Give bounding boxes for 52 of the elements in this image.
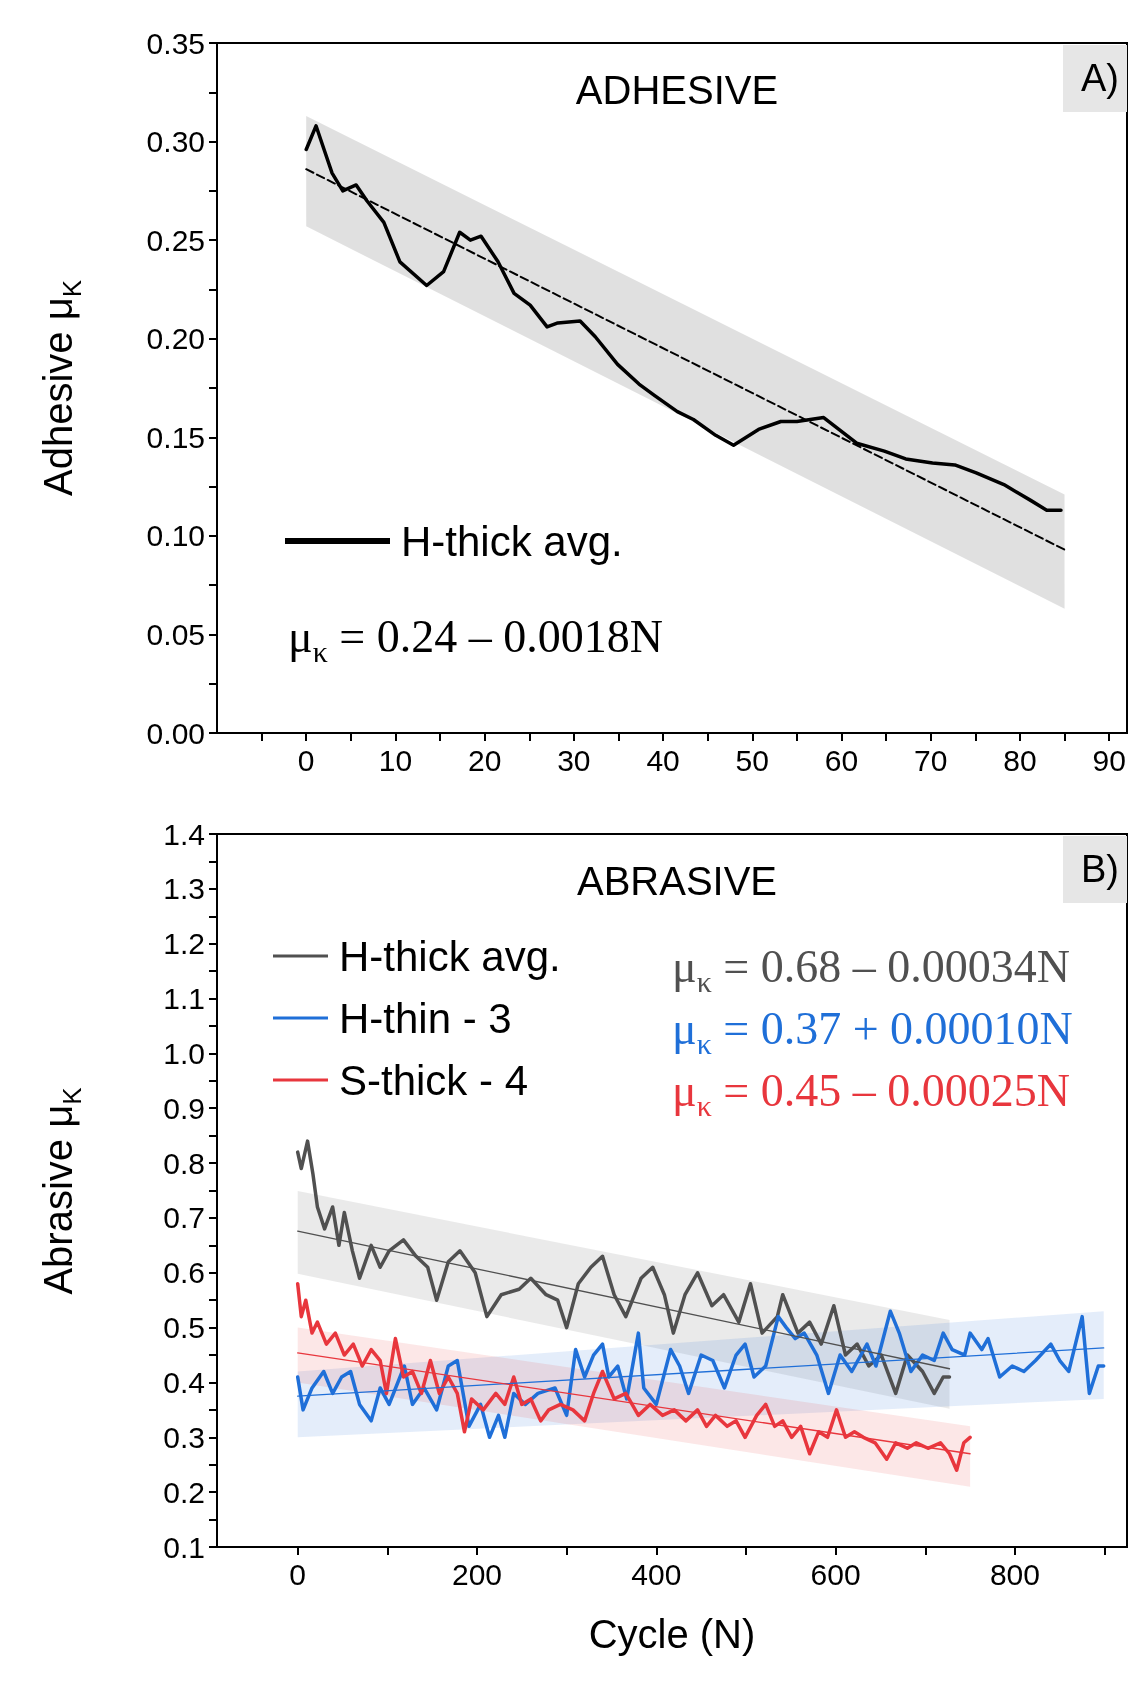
x-tick-label: 40 bbox=[646, 743, 680, 777]
y-tick-label: 0.1 bbox=[163, 1530, 205, 1564]
y-tick-label: 0.6 bbox=[163, 1256, 205, 1290]
x-tick-label: 20 bbox=[467, 743, 502, 777]
y-tick-label: 0.00 bbox=[146, 716, 205, 750]
x-tick-label: 0 bbox=[297, 743, 315, 777]
legend-label: S-thick - 4 bbox=[339, 1056, 529, 1104]
x-tick-label: 0 bbox=[289, 1557, 307, 1591]
annotation: A) bbox=[1063, 45, 1127, 112]
y-tick-label: 1.4 bbox=[163, 817, 205, 851]
y-tick-label: 1.2 bbox=[163, 927, 205, 961]
y-tick-label: 0.25 bbox=[146, 223, 205, 257]
y-tick-label: 0.10 bbox=[146, 519, 205, 553]
y-tick-label: 0.5 bbox=[163, 1311, 205, 1345]
x-tick-label: 80 bbox=[1003, 743, 1037, 777]
x-tick-label: 800 bbox=[989, 1557, 1040, 1591]
x-tick-label: 60 bbox=[824, 743, 859, 777]
y-tick-label: 0.30 bbox=[146, 125, 205, 159]
y-tick-label: 0.2 bbox=[163, 1475, 205, 1509]
line-series bbox=[295, 1281, 972, 1472]
annotation: μ$_{κ}$ = 0.24 – 0.0018N bbox=[288, 610, 663, 670]
x-tick-label: 200 bbox=[451, 1557, 503, 1591]
line-series bbox=[295, 1139, 952, 1396]
legend-label: H-thick avg. bbox=[401, 517, 623, 565]
x-tick-label: 400 bbox=[631, 1557, 682, 1591]
y-tick-label: 0.9 bbox=[163, 1091, 205, 1125]
x-tick-label: 90 bbox=[1092, 743, 1126, 777]
y-tick-label: 0.7 bbox=[163, 1201, 205, 1235]
y-tick-label: 1.1 bbox=[163, 982, 205, 1016]
annotation: B) bbox=[1063, 836, 1127, 903]
annotation: μ$_{κ}$ = 0.45 – 0.00025N bbox=[672, 1064, 1070, 1124]
legend-label: H-thin - 3 bbox=[339, 994, 512, 1042]
x-axis-title: Cycle (N) bbox=[588, 1612, 756, 1657]
x-tick-label: 30 bbox=[557, 743, 591, 777]
x-tick-label: 10 bbox=[378, 743, 413, 777]
y-tick-label: 0.15 bbox=[146, 420, 205, 454]
x-tick-label: 70 bbox=[914, 743, 948, 777]
y-tick-label: 0.35 bbox=[146, 26, 205, 60]
x-tick-label: 50 bbox=[735, 743, 769, 777]
y-tick-label: 1.3 bbox=[163, 872, 205, 906]
y-tick-label: 0.20 bbox=[146, 322, 205, 356]
y-tick-label: 0.3 bbox=[163, 1420, 205, 1454]
annotation: μ$_{κ}$ = 0.37 + 0.00010N bbox=[672, 1002, 1073, 1062]
text: ADHESIVE bbox=[575, 68, 779, 112]
y-tick-label: 1.0 bbox=[163, 1036, 205, 1070]
annotation: μ$_{κ}$ = 0.68 – 0.00034N bbox=[672, 940, 1070, 1000]
text: ABRASIVE bbox=[576, 859, 778, 903]
y-tick-label: 0.05 bbox=[146, 617, 205, 651]
x-tick-label: 600 bbox=[810, 1557, 861, 1591]
legend-label: H-thick avg. bbox=[339, 932, 561, 980]
y-tick-label: 0.4 bbox=[163, 1365, 205, 1399]
y-tick-label: 0.8 bbox=[163, 1146, 205, 1180]
